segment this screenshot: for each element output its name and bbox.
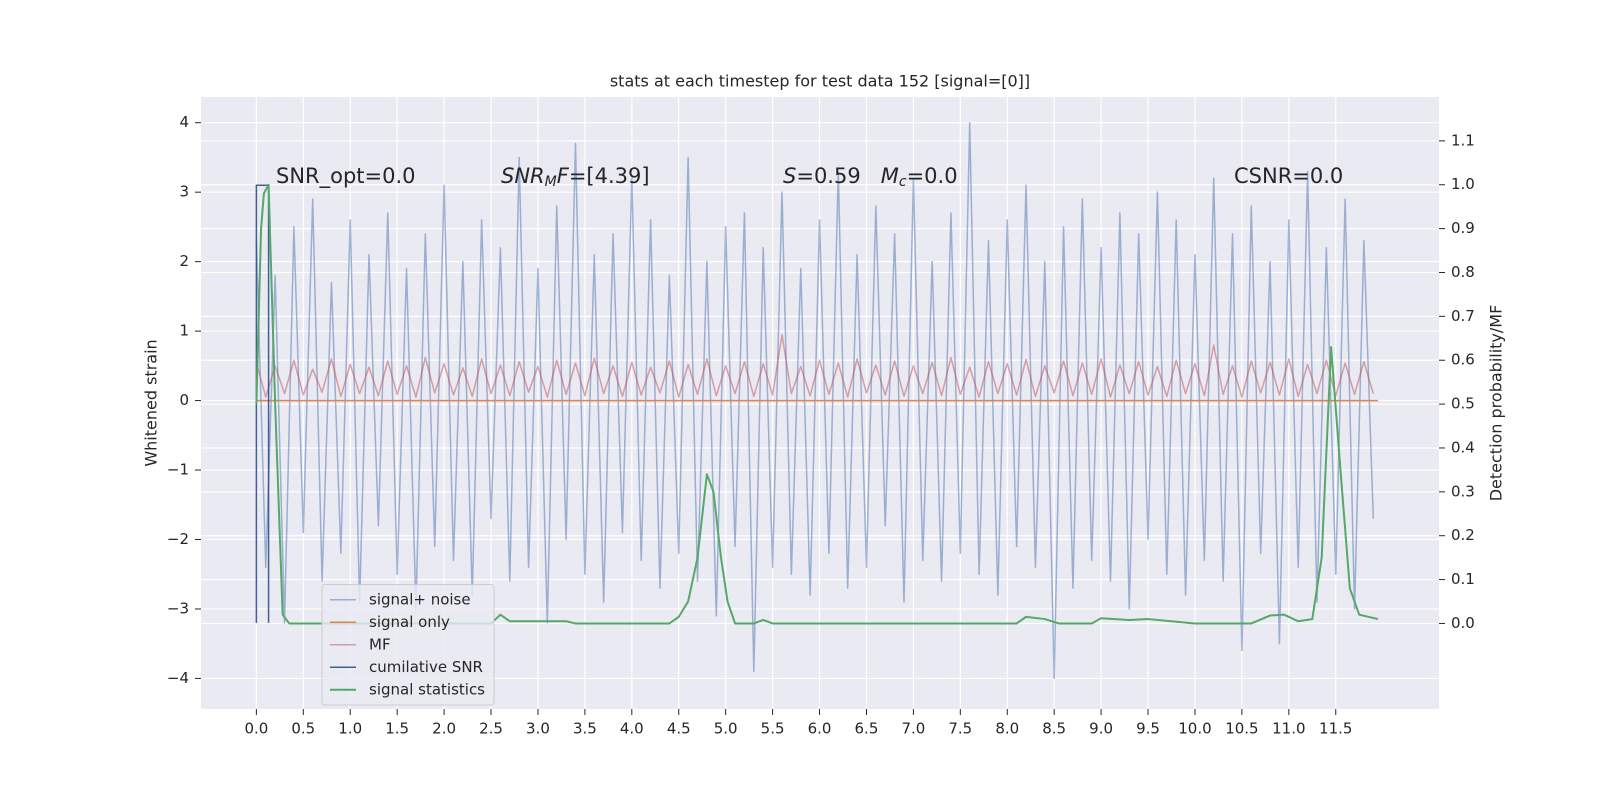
x-tick-label: 4.0 <box>620 720 644 738</box>
y-tick-label: −2 <box>167 530 189 548</box>
y-tick-label: 4 <box>179 113 189 131</box>
y-tick-label: 0 <box>179 391 189 409</box>
y2-tick-label: 0.2 <box>1451 526 1475 544</box>
x-tick-label: 3.5 <box>573 720 597 738</box>
annotation-part: M <box>545 174 557 190</box>
y2-axis-label: Detection probability/MF <box>1487 305 1506 502</box>
x-tick-label: 6.0 <box>808 720 832 738</box>
x-tick-label: 4.5 <box>667 720 691 738</box>
y2-tick-label: 0.8 <box>1451 263 1475 281</box>
x-tick-label: 1.0 <box>338 720 362 738</box>
annotation-part: CSNR=0.0 <box>1234 164 1343 188</box>
x-tick-label: 10.5 <box>1225 720 1258 738</box>
series-line <box>255 333 1375 398</box>
y-tick-label: 3 <box>179 183 189 201</box>
x-tick-label: 0.5 <box>291 720 315 738</box>
y-tick-label: −3 <box>167 599 189 617</box>
annotation: SNR_opt=0.0 <box>276 164 416 189</box>
legend-label: MF <box>369 635 391 653</box>
annotation: SNRMF=[4.39] <box>501 164 650 190</box>
y-tick-label: −4 <box>167 669 189 687</box>
x-tick-label: 6.5 <box>855 720 879 738</box>
x-tick-label: 9.5 <box>1136 720 1160 738</box>
y2-tick-label: 1.1 <box>1451 131 1475 149</box>
annotation: CSNR=0.0 <box>1234 164 1343 188</box>
x-tick-label: 7.0 <box>901 720 925 738</box>
y-axis-label: Whitened strain <box>142 339 161 466</box>
y2-tick-label: 1.0 <box>1451 175 1475 193</box>
series-line <box>255 121 1375 680</box>
x-tick-label: 3.0 <box>526 720 550 738</box>
x-tick-label: 8.0 <box>995 720 1019 738</box>
annotation-part: M <box>881 164 899 188</box>
x-tick-label: 0.0 <box>244 720 268 738</box>
y2-tick-label: 0.1 <box>1451 570 1475 588</box>
chart-title: stats at each timestep for test data 152… <box>610 72 1030 91</box>
legend-label: signal statistics <box>369 680 485 698</box>
annotation: S=0.59 Mc=0.0 <box>783 164 958 190</box>
x-tick-label: 5.0 <box>714 720 738 738</box>
y2-tick-label: 0.7 <box>1451 307 1475 325</box>
annotation-part: c <box>899 174 907 190</box>
y-tick-label: −1 <box>167 461 189 479</box>
y2-tick-label: 0.5 <box>1451 395 1475 413</box>
x-tick-label: 9.0 <box>1089 720 1113 738</box>
legend: signal+ noise signal only MF cumilative SNR… <box>321 584 495 706</box>
x-tick-label: 1.5 <box>385 720 409 738</box>
y-tick-label: 2 <box>179 252 189 270</box>
x-tick-label: 2.0 <box>432 720 456 738</box>
annotation-part: =0.0 <box>907 164 958 188</box>
y2-tick-label: 0.9 <box>1451 219 1475 237</box>
annotation-part: F <box>557 164 570 188</box>
legend-label: signal only <box>369 613 450 631</box>
annotation-part: =[4.39] <box>569 164 650 188</box>
legend-label: cumilative SNR <box>369 658 483 676</box>
x-tick-label: 5.5 <box>761 720 785 738</box>
legend-label: signal+ noise <box>369 590 471 608</box>
x-tick-label: 8.5 <box>1042 720 1066 738</box>
x-tick-label: 7.5 <box>948 720 972 738</box>
y-tick-label: 1 <box>179 322 189 340</box>
y2-tick-label: 0.4 <box>1451 438 1475 456</box>
y2-tick-label: 0.6 <box>1451 351 1475 369</box>
y2-tick-label: 0.0 <box>1451 614 1475 632</box>
annotation-part: =0.59 <box>796 164 880 188</box>
annotation-part: S <box>783 164 796 188</box>
x-tick-label: 11.5 <box>1319 720 1352 738</box>
y2-tick-label: 0.3 <box>1451 482 1475 500</box>
x-tick-label: 2.5 <box>479 720 503 738</box>
x-tick-label: 11.0 <box>1272 720 1305 738</box>
x-tick-label: 10.0 <box>1178 720 1211 738</box>
legend-box <box>321 584 495 706</box>
annotation-part: SNR <box>501 164 545 188</box>
annotation-part: SNR_opt=0.0 <box>276 164 416 189</box>
